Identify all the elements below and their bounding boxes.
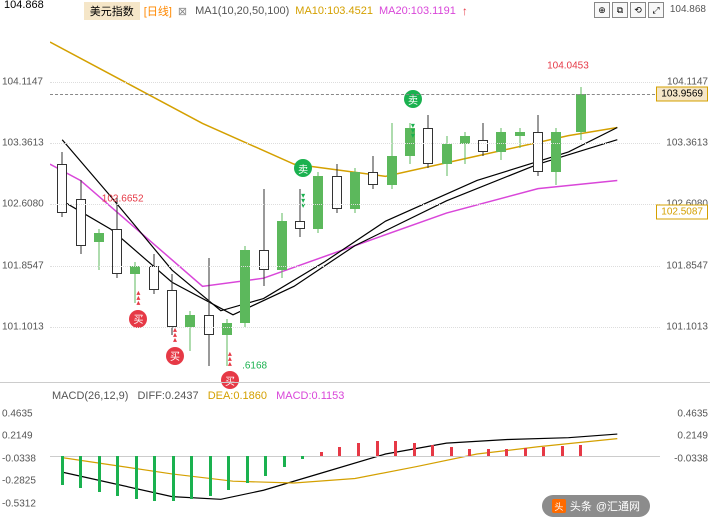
main-candlestick-chart[interactable]: 104.1147103.3613102.6080101.8547101.1013… <box>0 20 710 380</box>
macd-bar <box>450 447 453 456</box>
buy-marker: 买 <box>221 371 239 389</box>
up-arrow-icon: ↑ <box>462 4 468 18</box>
macd-bar <box>209 456 212 496</box>
panel-divider <box>0 382 710 383</box>
ma-config: MA1(10,20,50,100) <box>195 5 289 17</box>
chart-toolbar: ⊕ ⧉ ⟲ ⤢ <box>594 2 664 18</box>
macd-y-axis-right: 0.46350.2149-0.0338 <box>660 406 708 512</box>
macd-bar <box>61 456 64 485</box>
macd-bar <box>487 449 490 456</box>
macd-bar <box>376 441 379 455</box>
tool-btn-1[interactable]: ⊕ <box>594 2 610 18</box>
sell-marker: 卖 <box>404 90 422 108</box>
macd-bar <box>431 445 434 456</box>
y-axis-left: 104.1147103.3613102.6080101.8547101.1013 <box>2 20 50 380</box>
macd-config: MACD(26,12,9) <box>52 390 128 402</box>
y-axis-right: 104.1147103.3613102.6080101.8547101.1013 <box>660 20 708 380</box>
macd-bar <box>172 456 175 501</box>
macd-bar <box>135 456 138 499</box>
macd-bar <box>79 456 82 489</box>
macd-value: MACD:0.1153 <box>276 390 344 402</box>
price-box: 103.9569 <box>656 87 708 102</box>
macd-bar <box>98 456 101 492</box>
dea-value: DEA:0.1860 <box>208 390 267 402</box>
watermark-prefix: 头条 <box>570 498 592 514</box>
price-annotation: .6168 <box>239 360 270 373</box>
macd-bar <box>413 443 416 456</box>
macd-bar <box>561 446 564 456</box>
macd-bar <box>394 441 397 455</box>
diff-value: DIFF:0.2437 <box>137 390 198 402</box>
watermark: 头 头条 @汇通网 <box>542 495 650 517</box>
macd-bar <box>320 452 323 456</box>
sell-marker: 卖 <box>294 159 312 177</box>
macd-bar <box>524 448 527 456</box>
instrument-title: 美元指数 <box>84 2 140 20</box>
macd-bar <box>116 456 119 496</box>
macd-bar <box>579 445 582 456</box>
price-annotation: 104.0453 <box>544 60 592 73</box>
first-ytick-top-right: 104.868 <box>670 4 706 15</box>
timeframe-label: [日线] <box>144 3 172 19</box>
macd-bar <box>468 449 471 456</box>
macd-bar <box>190 456 193 499</box>
macd-header: MACD(26,12,9) DIFF:0.2437 DEA:0.1860 MAC… <box>52 390 344 402</box>
macd-bar <box>301 456 304 460</box>
macd-bar <box>542 447 545 456</box>
first-ytick-top: 104.868 <box>4 0 44 11</box>
tool-btn-3[interactable]: ⟲ <box>630 2 646 18</box>
ma-icon: ⊠ <box>178 5 187 18</box>
tool-btn-4[interactable]: ⤢ <box>648 2 664 18</box>
watermark-text: @汇通网 <box>596 498 640 514</box>
macd-bar <box>338 447 341 456</box>
macd-y-axis-left: 0.46350.2149-0.0338-0.2825-0.5312 <box>2 406 50 512</box>
tool-btn-2[interactable]: ⧉ <box>612 2 628 18</box>
buy-marker: 买 <box>166 347 184 365</box>
macd-bar <box>283 456 286 467</box>
ma10-value: MA10:103.4521 <box>295 5 373 17</box>
price-box: 102.5087 <box>656 205 708 220</box>
macd-subchart[interactable]: MACD(26,12,9) DIFF:0.2437 DEA:0.1860 MAC… <box>0 388 710 512</box>
macd-bar <box>357 443 360 456</box>
macd-bar <box>153 456 156 501</box>
macd-bar <box>264 456 267 476</box>
macd-bar <box>227 456 230 490</box>
watermark-icon: 头 <box>552 499 566 513</box>
macd-bar <box>246 456 249 483</box>
buy-marker: 买 <box>129 310 147 328</box>
macd-bar <box>505 449 508 456</box>
ma20-value: MA20:103.1191 <box>379 5 456 17</box>
